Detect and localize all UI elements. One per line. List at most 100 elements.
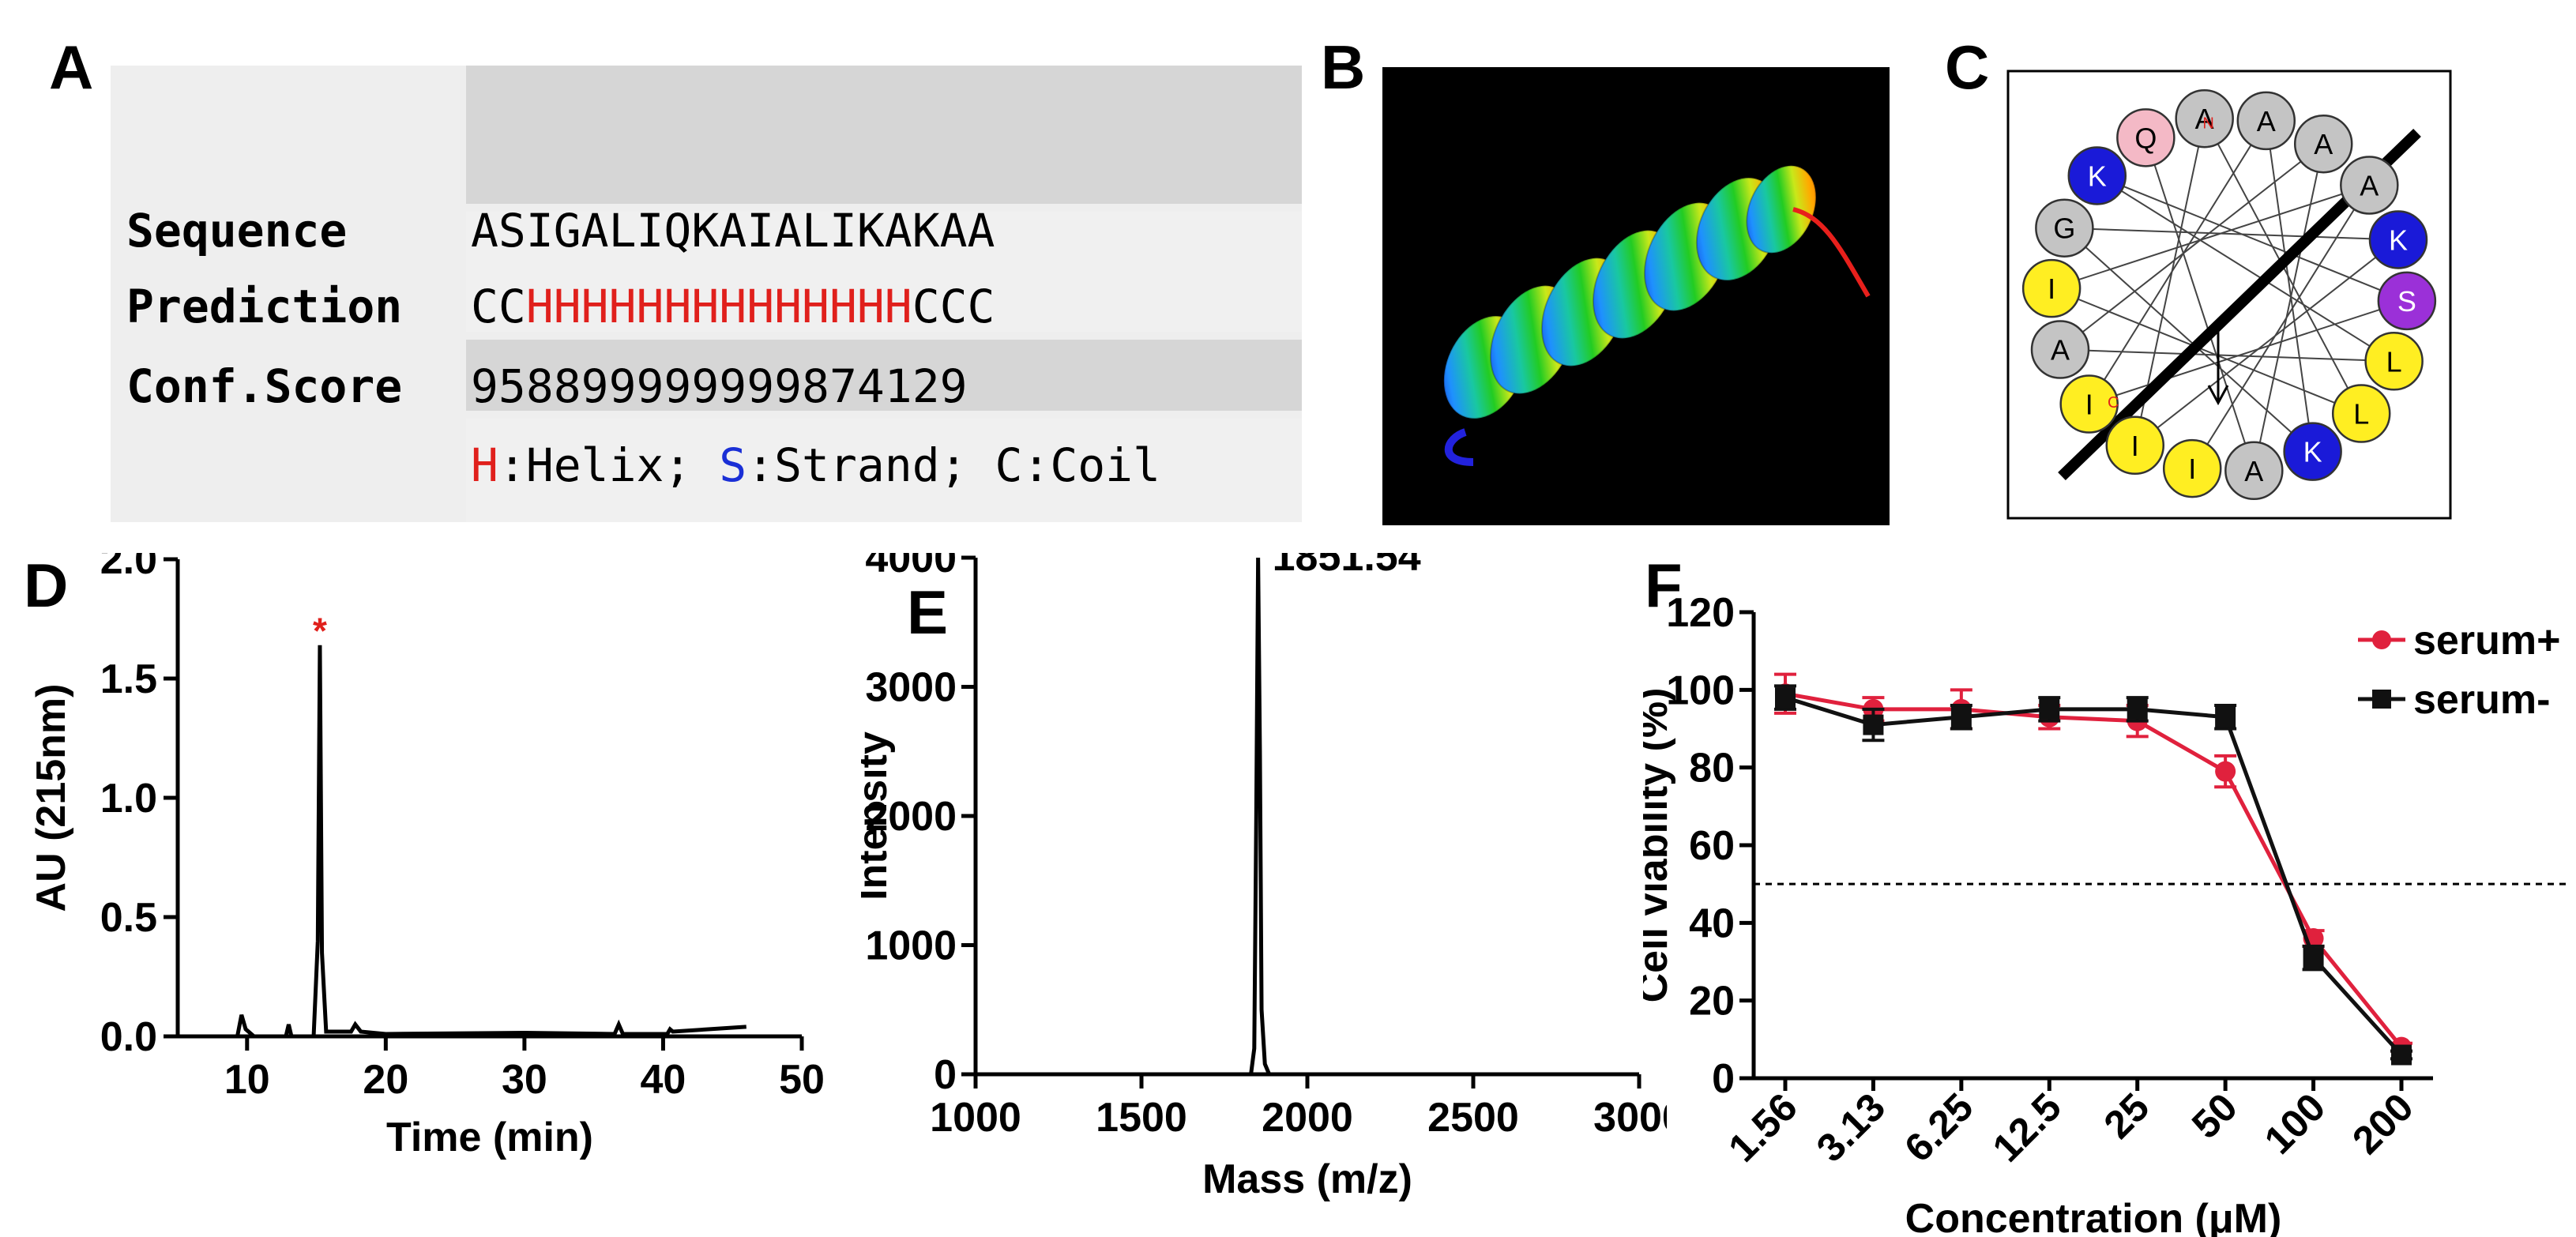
- residue-circle: [2236, 91, 2296, 151]
- wheel-connector: [2059, 348, 2394, 363]
- chart-e: 0100020003000400010001500200025003000185…: [861, 553, 1667, 1202]
- y-tick-label: 80: [1689, 746, 1735, 791]
- residue-letter: A: [2360, 169, 2379, 201]
- mass-spectrum-trace: [976, 557, 1639, 1077]
- legend-strand-text: :Strand;: [746, 438, 995, 492]
- x-tick-label: 6.25: [1896, 1085, 1981, 1170]
- residue-circle: [2283, 422, 2342, 481]
- y-tick-label: 0: [934, 1052, 957, 1098]
- chromatogram-trace: [184, 645, 746, 1039]
- peak-mass-label: 1851.54: [1273, 553, 1421, 580]
- prediction-heading: Prediction: [126, 280, 403, 333]
- residue-letter: I: [2048, 273, 2055, 305]
- panel-b-label: B: [1321, 32, 1366, 102]
- residue-letter: A: [2244, 455, 2263, 487]
- residue-letter: I: [2085, 389, 2093, 421]
- panel-c-label: C: [1945, 32, 1990, 102]
- wheel-connector: [2265, 120, 2314, 452]
- residue-letter: K: [2389, 224, 2408, 256]
- prediction-suffix: CCC: [912, 280, 995, 333]
- residue-letter: K: [2303, 436, 2322, 468]
- legend-marker: [2372, 630, 2391, 649]
- y-tick-label: 1.5: [100, 656, 157, 702]
- residue-letter: G: [2053, 212, 2075, 245]
- x-tick-label: 12.5: [1984, 1085, 2070, 1170]
- y-tick-label: 1.0: [100, 776, 157, 822]
- x-tick-label: 3000: [1593, 1095, 1667, 1141]
- residue-circle: [2030, 320, 2090, 379]
- legend-label: serum-: [2413, 677, 2550, 723]
- y-tick-label: 2.0: [100, 553, 157, 583]
- x-tick-label: 30: [502, 1057, 547, 1103]
- x-tick-label: 10: [224, 1057, 270, 1103]
- wheel-connector: [2191, 184, 2371, 469]
- residue-letter: A: [2051, 334, 2070, 367]
- conf-score-value: 958899999999874129: [471, 359, 968, 413]
- x-tick-label: 2000: [1262, 1095, 1353, 1141]
- data-point-serum-: [2215, 706, 2236, 728]
- peak-asterisk: *: [313, 611, 327, 652]
- y-axis-title: Intensity: [861, 731, 896, 900]
- data-point-serum+: [2215, 761, 2236, 782]
- wheel-connector: [2097, 175, 2395, 363]
- data-point-serum-: [1863, 714, 1884, 735]
- residue-circle: [2116, 108, 2175, 167]
- series-line-serum-: [1784, 695, 2403, 1057]
- residue-circle: [2105, 415, 2165, 476]
- data-point-serum-: [2303, 947, 2324, 968]
- y-tick-label: 0.0: [100, 1014, 157, 1060]
- residue-circle: [2059, 374, 2119, 434]
- y-tick-label: 20: [1689, 979, 1735, 1025]
- x-tick-label: 1000: [930, 1095, 1021, 1141]
- residue-letter: L: [2353, 398, 2369, 431]
- sequence-value-cell: [466, 212, 1302, 332]
- conf-score-heading: Conf.Score: [126, 359, 403, 413]
- residue-circle: [2162, 438, 2222, 498]
- y-tick-label: 0: [1712, 1056, 1735, 1102]
- residue-letter: A: [2314, 128, 2333, 160]
- data-point-serum-: [2127, 698, 2148, 720]
- sequence-value: ASIGALIQKAIALIKAKAA: [471, 204, 995, 258]
- data-point-serum-: [2391, 1044, 2412, 1066]
- table-header-shade: [466, 66, 1302, 204]
- residue-circle: [2067, 146, 2127, 205]
- y-tick-label: 60: [1689, 823, 1735, 869]
- legend-coil-text: C:Coil: [995, 438, 1160, 492]
- x-tick-label: 1500: [1096, 1095, 1187, 1141]
- n-terminus-label: N: [2202, 115, 2213, 132]
- residue-letter: A: [2195, 103, 2214, 135]
- residue-letter: Q: [2134, 122, 2157, 154]
- legend-value-cell: [466, 419, 1302, 522]
- x-axis-title: Mass (m/z): [1202, 1156, 1412, 1202]
- y-tick-label: 3000: [865, 665, 957, 711]
- chart-d: 0.0 0.5 1.0 1.5 2.0 10 20 30 40 50 * Time (min) AU (…: [28, 553, 825, 1160]
- wheel-connector: [2051, 288, 2362, 415]
- wheel-connector: [2134, 239, 2399, 446]
- prediction-value: CCHHHHHHHHHHHHHHCCC: [471, 280, 995, 333]
- residue-letter: I: [2131, 430, 2139, 462]
- wheel-connector: [2089, 299, 2408, 405]
- data-point-serum-: [1775, 687, 1796, 709]
- wheel-connector: [2051, 184, 2370, 290]
- panel-e-label: E: [907, 577, 949, 647]
- residue-circle: [2368, 210, 2428, 269]
- panel-d-label: D: [24, 551, 69, 620]
- wheel-connector: [2064, 227, 2399, 241]
- residue-circle: [2293, 114, 2353, 174]
- panel-a-table: [111, 66, 1302, 522]
- x-axis-title: Concentration (μM): [1905, 1196, 2282, 1237]
- legend-strand-letter: S: [719, 438, 747, 492]
- y-tick-label: 4000: [865, 553, 957, 581]
- y-tick-label: 1000: [865, 923, 957, 969]
- x-tick-label: 25: [2096, 1085, 2158, 1147]
- wheel-frame: [2006, 70, 2452, 520]
- wheel-connector: [2145, 137, 2255, 472]
- y-tick-label: 120: [1666, 590, 1735, 636]
- wheel-connector: [2097, 175, 2408, 302]
- wheel-connector: [2059, 143, 2324, 351]
- wheel-connector: [2088, 120, 2267, 405]
- residue-circle: [2340, 156, 2399, 215]
